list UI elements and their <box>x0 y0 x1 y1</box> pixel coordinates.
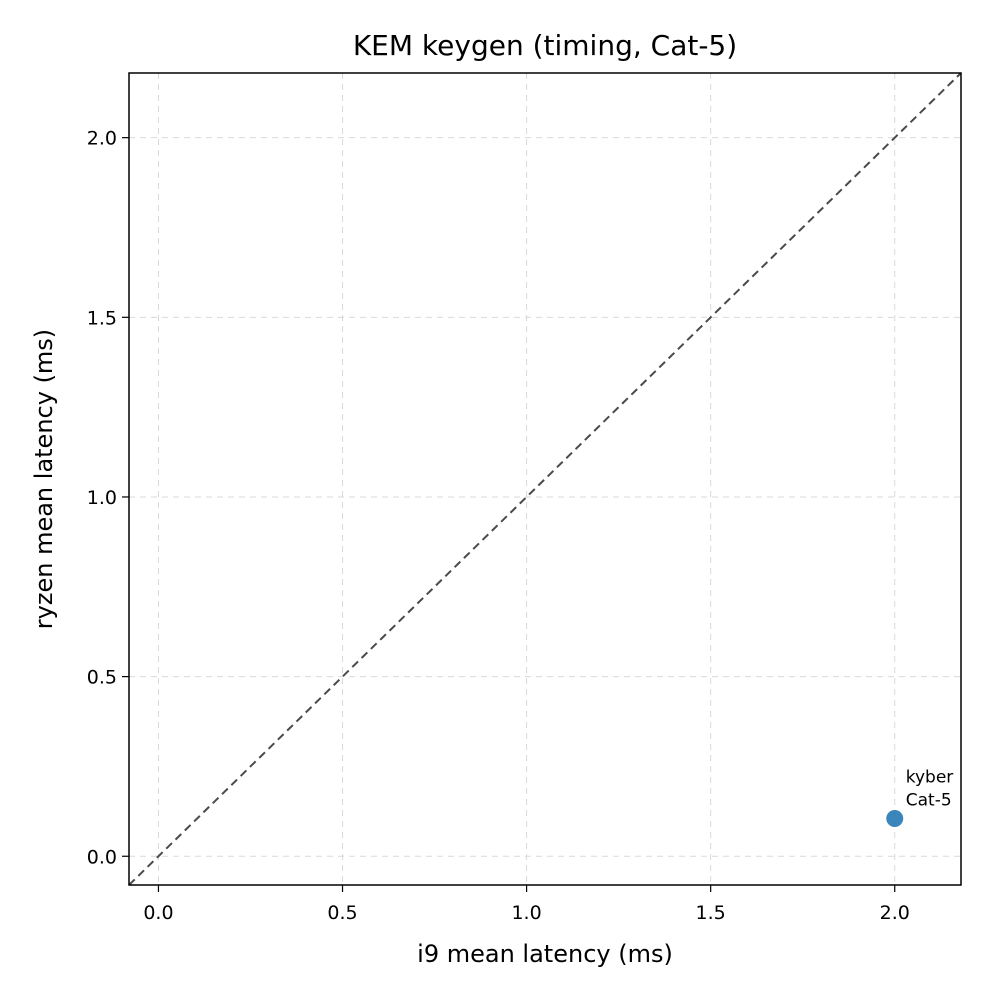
y-tick-label: 2.0 <box>87 128 117 150</box>
y-axis-ticks: 0.0 0.5 1.0 1.5 2.0 <box>87 128 129 868</box>
x-axis-ticks: 0.0 0.5 1.0 1.5 2.0 <box>143 885 910 924</box>
data-points: kyber Cat-5 <box>886 768 953 828</box>
x-axis-label: i9 mean latency (ms) <box>417 940 673 968</box>
grid <box>129 73 961 885</box>
y-tick-label: 0.0 <box>87 846 117 868</box>
point-label-line1: kyber <box>906 768 954 788</box>
chart-title: KEM keygen (timing, Cat-5) <box>353 29 737 62</box>
x-tick-label: 0.5 <box>327 902 357 924</box>
x-tick-label: 2.0 <box>880 902 910 924</box>
data-point <box>886 810 904 828</box>
y-tick-label: 1.5 <box>87 307 117 329</box>
x-tick-label: 1.0 <box>511 902 541 924</box>
point-label-line2: Cat-5 <box>906 791 952 811</box>
x-tick-label: 0.0 <box>143 902 173 924</box>
x-tick-label: 1.5 <box>696 902 726 924</box>
y-axis-label: ryzen mean latency (ms) <box>30 329 58 629</box>
plot-area-frame <box>128 72 962 886</box>
identity-reference-line <box>128 72 962 886</box>
y-tick-label: 1.0 <box>87 487 117 509</box>
y-tick-label: 0.5 <box>87 667 117 689</box>
